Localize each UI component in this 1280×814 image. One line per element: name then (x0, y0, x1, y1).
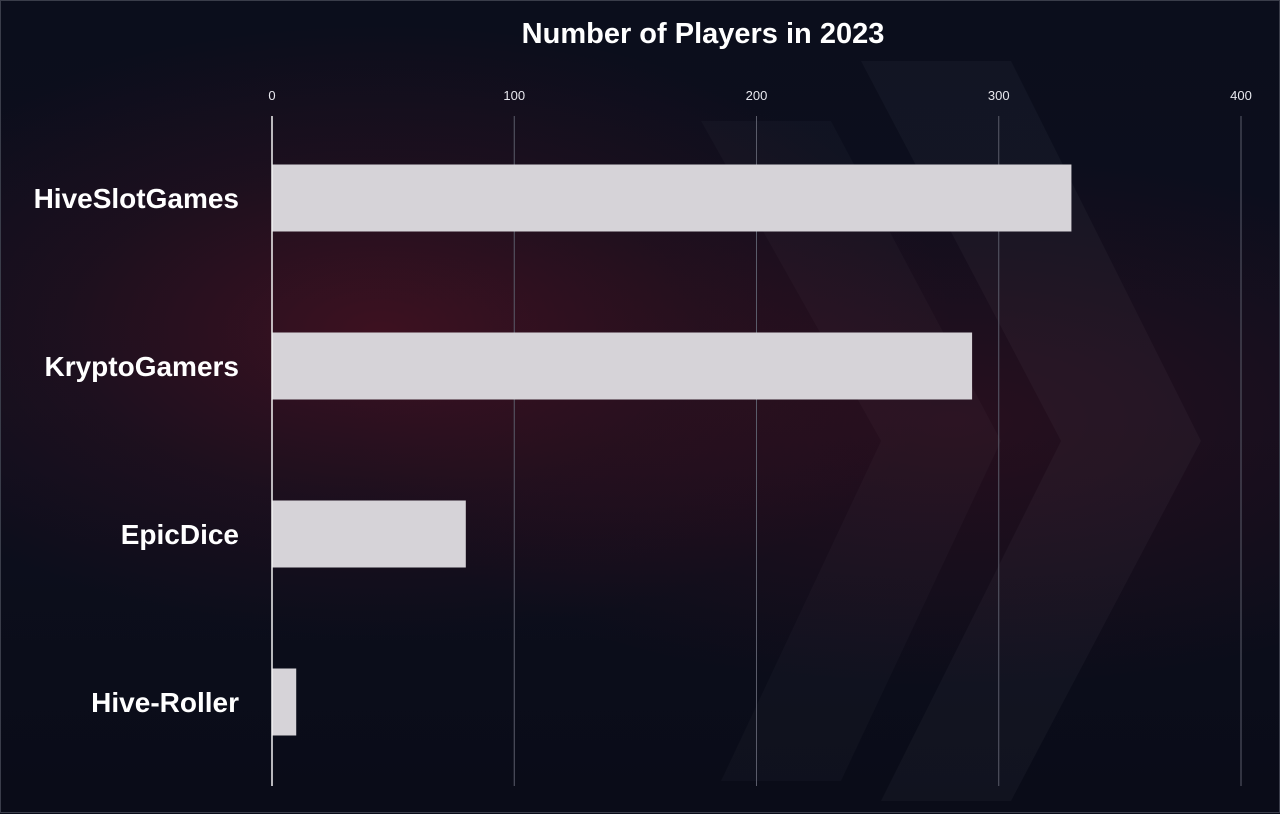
bar-hiveslotgames (272, 165, 1071, 232)
x-tick-label: 100 (503, 88, 525, 103)
category-label: KryptoGamers (44, 351, 239, 382)
bar-hive-roller (272, 669, 296, 736)
bar-kryptogamers (272, 333, 972, 400)
category-label: HiveSlotGames (34, 183, 239, 214)
category-labels: HiveSlotGames KryptoGamers EpicDice Hive-Ro… (34, 183, 240, 718)
chart-title: Number of Players in 2023 (522, 18, 885, 50)
category-label: EpicDice (121, 519, 239, 550)
x-axis-ticks: 0 100 200 300 400 (268, 88, 1251, 103)
x-tick-label: 200 (746, 88, 768, 103)
x-tick-label: 300 (988, 88, 1010, 103)
x-tick-label: 400 (1230, 88, 1252, 103)
category-label: Hive-Roller (91, 687, 239, 718)
bar-epicdice (272, 501, 466, 568)
x-tick-label: 0 (268, 88, 275, 103)
